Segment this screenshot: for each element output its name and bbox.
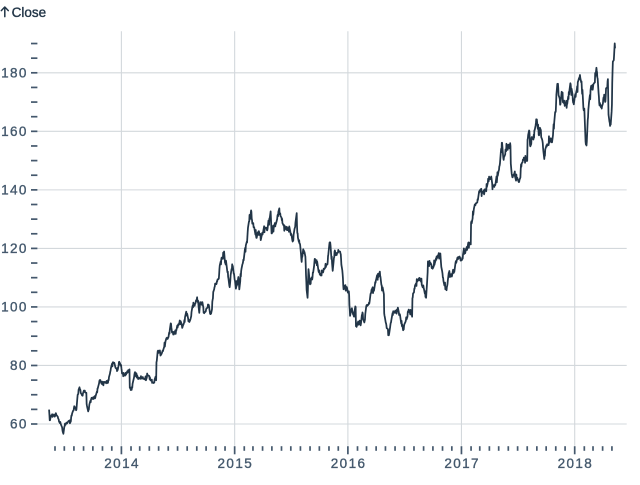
- svg-text:2014: 2014: [104, 456, 140, 471]
- svg-text:80: 80: [10, 358, 28, 373]
- svg-text:160: 160: [1, 124, 28, 139]
- svg-text:100: 100: [1, 300, 28, 315]
- svg-text:140: 140: [1, 182, 28, 197]
- svg-text:2015: 2015: [218, 456, 254, 471]
- svg-text:2018: 2018: [558, 456, 594, 471]
- svg-text:60: 60: [10, 417, 28, 432]
- svg-text:Close: Close: [12, 5, 47, 20]
- svg-text:180: 180: [1, 65, 28, 80]
- svg-text:2016: 2016: [331, 456, 367, 471]
- svg-text:120: 120: [1, 241, 28, 256]
- svg-text:2017: 2017: [444, 456, 480, 471]
